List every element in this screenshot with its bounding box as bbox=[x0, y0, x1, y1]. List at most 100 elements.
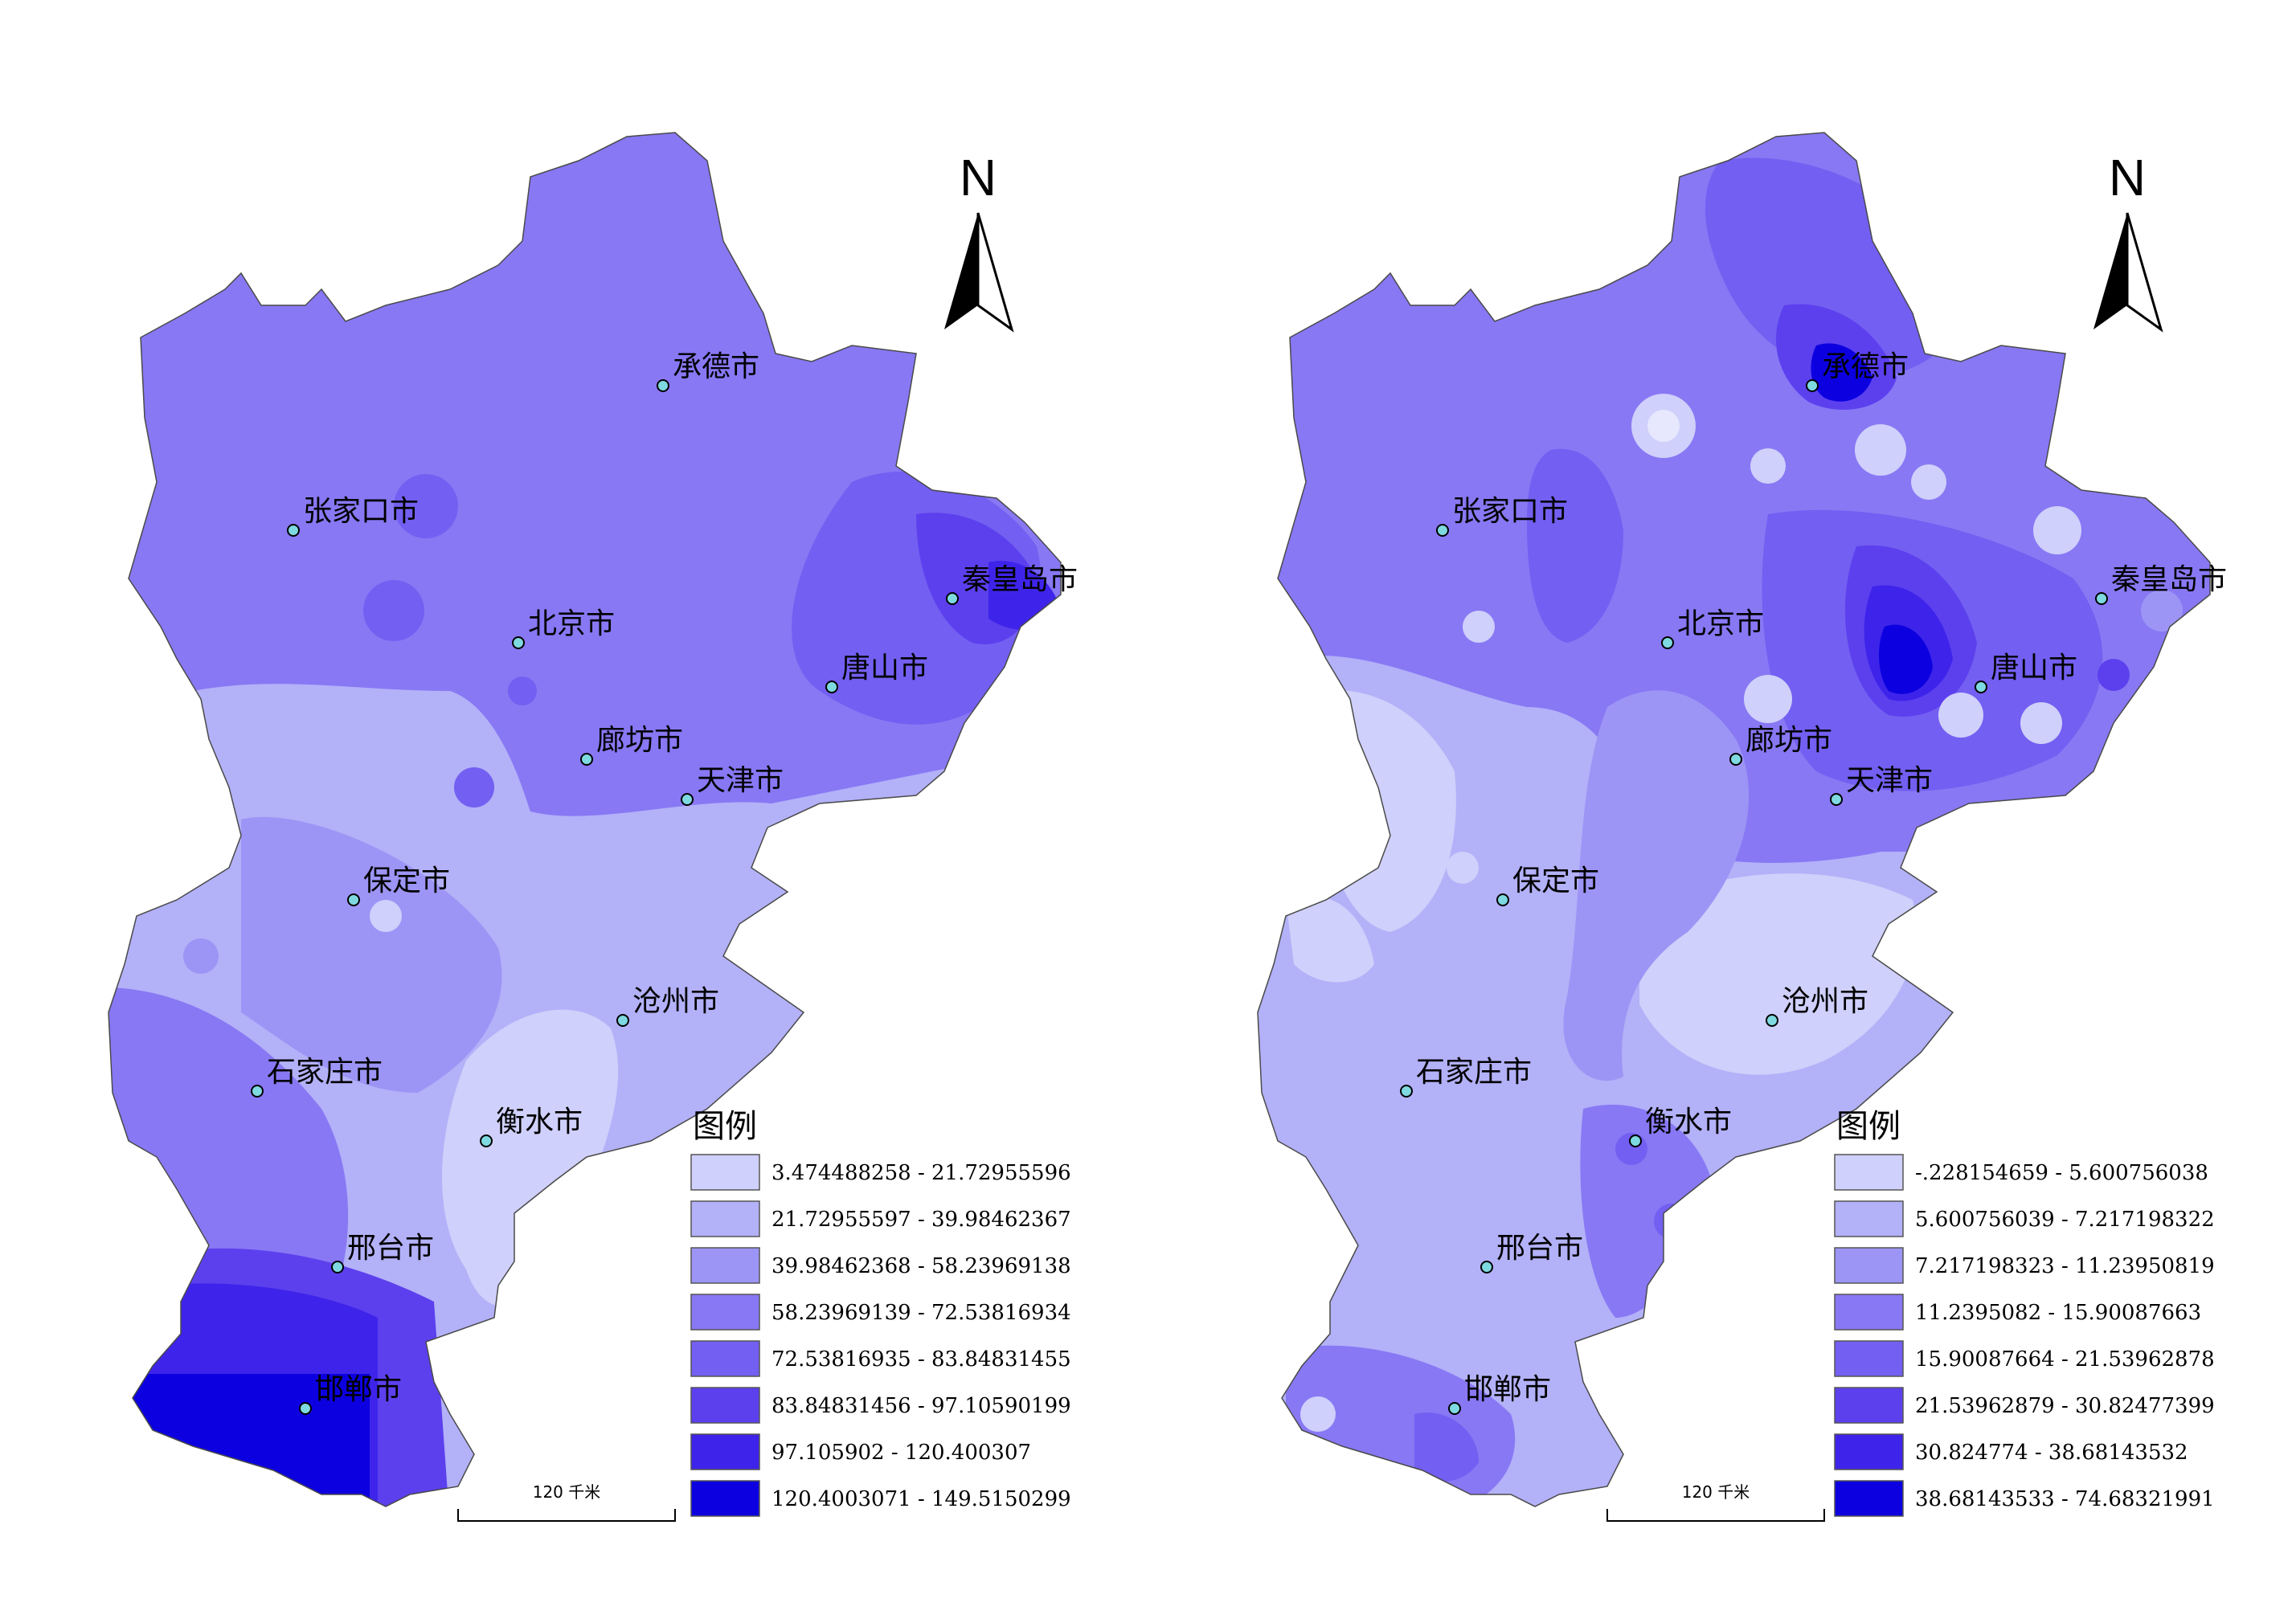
left-city-label-shijiazhuang: 石家庄市 bbox=[267, 1056, 383, 1089]
right-legend-swatch-1 bbox=[1834, 1154, 1904, 1191]
right-legend-label-4: 11.2395082 - 15.90087663 bbox=[1915, 1301, 2201, 1325]
left-legend-label-3: 39.98462368 - 58.23969138 bbox=[771, 1254, 1071, 1278]
left-city-dot-xingtai bbox=[331, 1261, 344, 1273]
right-city-dot-beijing bbox=[1661, 636, 1674, 649]
right-city-dot-langfang bbox=[1729, 753, 1742, 766]
left-city-dot-zhangjiakou bbox=[287, 524, 300, 537]
right-city-label-beijing: 北京市 bbox=[1677, 607, 1764, 640]
right-map: 承德市张家口市秦皇岛市北京市唐山市廊坊市天津市保定市沧州市石家庄市衡水市邢台市邯… bbox=[1257, 132, 2227, 1522]
left-city-label-tianjin: 天津市 bbox=[697, 764, 784, 797]
left-legend-label-8: 120.4003071 - 149.5150299 bbox=[771, 1487, 1071, 1511]
left-city-dot-baoding bbox=[347, 893, 360, 906]
right-legend-label-2: 5.600756039 - 7.217198322 bbox=[1915, 1208, 2215, 1232]
right-city-label-qinhuangdao: 秦皇岛市 bbox=[2111, 563, 2227, 596]
left-city-markers: 承德市张家口市秦皇岛市北京市唐山市廊坊市天津市保定市沧州市石家庄市衡水市邢台市邯… bbox=[251, 350, 1078, 1415]
right-legend-label-6: 21.53962879 - 30.82477399 bbox=[1915, 1394, 2215, 1418]
left-city-dot-hengshui bbox=[480, 1134, 493, 1147]
right-legend-swatch-4 bbox=[1834, 1294, 1904, 1331]
left-city-label-qinhuangdao: 秦皇岛市 bbox=[962, 563, 1078, 596]
right-legend-label-3: 7.217198323 - 11.23950819 bbox=[1915, 1254, 2215, 1278]
right-city-label-xingtai: 邢台市 bbox=[1496, 1232, 1583, 1265]
left-legend-swatch-3 bbox=[690, 1247, 760, 1284]
left-city-label-handan: 邯郸市 bbox=[315, 1373, 402, 1406]
left-north-letter: N bbox=[960, 149, 997, 206]
left-city-dot-tianjin bbox=[681, 793, 694, 806]
left-city-dot-tangshan bbox=[825, 681, 838, 693]
left-legend-swatch-6 bbox=[690, 1387, 760, 1424]
right-city-dot-tianjin bbox=[1830, 793, 1843, 806]
left-city-label-langfang: 廊坊市 bbox=[596, 724, 683, 757]
left-city-dot-beijing bbox=[512, 636, 525, 649]
left-north-arrow-light bbox=[976, 212, 1014, 333]
left-legend-swatch-2 bbox=[690, 1200, 760, 1237]
right-city-label-hengshui: 衡水市 bbox=[1645, 1106, 1732, 1139]
left-city-dot-cangzhou bbox=[616, 1014, 629, 1027]
left-city-label-hengshui: 衡水市 bbox=[496, 1106, 583, 1139]
right-legend-swatch-7 bbox=[1834, 1433, 1904, 1470]
right-city-label-tianjin: 天津市 bbox=[1846, 764, 1933, 797]
right-north-arrow-light bbox=[2126, 212, 2163, 333]
left-city-label-xingtai: 邢台市 bbox=[347, 1232, 434, 1265]
right-north-letter: N bbox=[2109, 149, 2146, 206]
right-scale-bar: 120 千米 bbox=[1606, 1482, 1825, 1522]
left-legend-label-1: 3.474488258 - 21.72955596 bbox=[771, 1161, 1071, 1185]
left-city-dot-handan bbox=[299, 1402, 312, 1415]
left-scale-label: 120 千米 bbox=[533, 1482, 601, 1502]
left-legend-label-2: 21.72955597 - 39.98462367 bbox=[771, 1208, 1071, 1232]
left-city-dot-qinhuangdao bbox=[946, 592, 959, 605]
right-city-dot-qinhuangdao bbox=[2095, 592, 2108, 605]
right-legend-swatch-2 bbox=[1834, 1200, 1904, 1237]
left-legend-label-6: 83.84831456 - 97.10590199 bbox=[771, 1394, 1071, 1418]
right-legend: 图例 -.228154659 - 5.600756038 5.600756039 … bbox=[1834, 1108, 2215, 1517]
left-city-dot-langfang bbox=[580, 753, 593, 766]
left-city-label-beijing: 北京市 bbox=[528, 607, 615, 640]
left-legend-label-7: 97.105902 - 120.400307 bbox=[771, 1441, 1031, 1465]
left-city-label-baoding: 保定市 bbox=[363, 865, 450, 897]
left-legend-label-5: 72.53816935 - 83.84831455 bbox=[771, 1347, 1071, 1372]
left-scale-bar: 120 千米 bbox=[457, 1482, 676, 1522]
right-legend-swatch-3 bbox=[1834, 1247, 1904, 1284]
left-legend-label-4: 58.23969139 - 72.53816934 bbox=[771, 1301, 1071, 1325]
right-legend-label-1: -.228154659 - 5.600756038 bbox=[1915, 1161, 2208, 1185]
left-city-label-cangzhou: 沧州市 bbox=[632, 985, 719, 1018]
right-city-label-tangshan: 唐山市 bbox=[1991, 652, 2077, 685]
right-legend-swatch-6 bbox=[1834, 1387, 1904, 1424]
left-legend-swatch-8 bbox=[690, 1480, 760, 1517]
right-legend-swatch-8 bbox=[1834, 1480, 1904, 1517]
left-city-dot-chengde bbox=[657, 379, 669, 392]
left-city-label-chengde: 承德市 bbox=[673, 350, 759, 383]
left-legend-swatch-5 bbox=[690, 1340, 760, 1377]
right-city-dot-handan bbox=[1448, 1402, 1461, 1415]
right-legend-label-8: 38.68143533 - 74.68321991 bbox=[1915, 1487, 2215, 1511]
right-north-arrow: N bbox=[2093, 149, 2163, 333]
right-city-label-shijiazhuang: 石家庄市 bbox=[1416, 1056, 1532, 1089]
left-north-arrow: N bbox=[944, 149, 1014, 333]
right-north-arrow-dark bbox=[2093, 213, 2127, 329]
right-scale-label: 120 千米 bbox=[1682, 1482, 1750, 1502]
right-city-label-baoding: 保定市 bbox=[1512, 865, 1599, 897]
right-legend-title: 图例 bbox=[1836, 1108, 1901, 1145]
right-city-dot-baoding bbox=[1496, 893, 1509, 906]
right-city-label-handan: 邯郸市 bbox=[1464, 1373, 1551, 1406]
right-city-dot-xingtai bbox=[1480, 1261, 1493, 1273]
left-legend-swatch-7 bbox=[690, 1433, 760, 1470]
right-city-dot-shijiazhuang bbox=[1400, 1085, 1413, 1098]
left-legend-swatch-4 bbox=[690, 1294, 760, 1331]
left-legend: 图例 3.474488258 - 21.72955596 21.72955597 … bbox=[690, 1108, 1071, 1517]
right-city-markers: 承德市张家口市秦皇岛市北京市唐山市廊坊市天津市保定市沧州市石家庄市衡水市邢台市邯… bbox=[1400, 350, 2227, 1415]
right-city-dot-zhangjiakou bbox=[1436, 524, 1449, 537]
left-map: 承德市张家口市秦皇岛市北京市唐山市廊坊市天津市保定市沧州市石家庄市衡水市邢台市邯… bbox=[108, 132, 1078, 1522]
right-city-label-cangzhou: 沧州市 bbox=[1782, 985, 1868, 1018]
left-city-label-tangshan: 唐山市 bbox=[841, 652, 928, 685]
right-legend-label-5: 15.90087664 - 21.53962878 bbox=[1915, 1347, 2215, 1372]
right-city-dot-chengde bbox=[1806, 379, 1819, 392]
right-city-label-langfang: 廊坊市 bbox=[1746, 724, 1832, 757]
right-city-label-zhangjiakou: 张家口市 bbox=[1452, 495, 1568, 528]
left-city-dot-shijiazhuang bbox=[251, 1085, 264, 1098]
left-legend-title: 图例 bbox=[693, 1108, 757, 1145]
left-north-arrow-dark bbox=[944, 213, 978, 329]
right-legend-label-7: 30.824774 - 38.68143532 bbox=[1915, 1441, 2188, 1465]
right-legend-swatch-5 bbox=[1834, 1340, 1904, 1377]
left-legend-swatch-1 bbox=[690, 1154, 760, 1191]
